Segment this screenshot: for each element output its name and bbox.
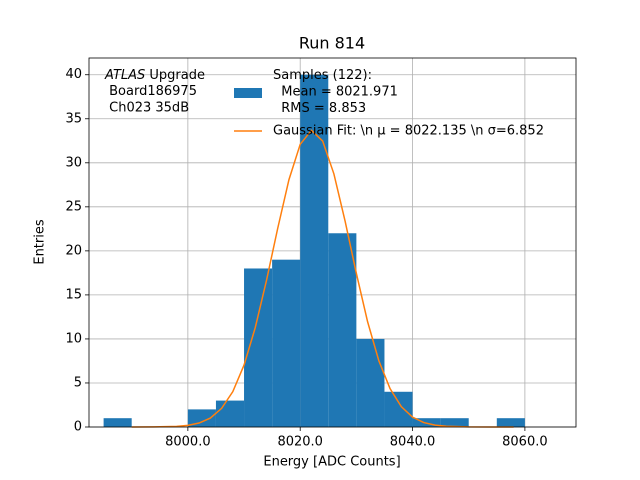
- annotation: ATLAS Upgrade: [104, 68, 205, 83]
- y-tick-label: 35: [65, 111, 82, 126]
- histogram-bar: [356, 338, 385, 427]
- y-tick-label: 30: [65, 155, 82, 170]
- x-tick-label: 8020.0: [277, 435, 323, 450]
- y-tick-label: 15: [65, 287, 82, 302]
- y-tick-label: 0: [74, 420, 82, 435]
- annotation: Ch023 35dB: [105, 101, 189, 116]
- histogram-bar: [244, 268, 273, 427]
- axes-frame: [88, 57, 577, 428]
- histogram-bar: [328, 233, 357, 427]
- y-axis-label: Entries: [33, 219, 48, 265]
- histogram-bar: [272, 259, 301, 427]
- histogram-bar: [496, 418, 525, 427]
- y-tick-label: 20: [65, 243, 82, 258]
- plot-area: [89, 58, 576, 428]
- fit-line: [131, 129, 514, 428]
- x-axis-label: Energy [ADC Counts]: [263, 455, 400, 470]
- y-tick-label: 10: [65, 331, 82, 346]
- x-tick-label: 8000.0: [165, 435, 211, 450]
- legend-label: Gaussian Fit: \n μ = 8022.135 \n σ=6.852: [273, 124, 544, 139]
- histogram-bar: [103, 418, 132, 427]
- y-tick-label: 25: [65, 199, 82, 214]
- legend-swatch: [234, 88, 262, 98]
- x-tick-label: 8060.0: [502, 435, 548, 450]
- x-tick-label: 8040.0: [390, 435, 436, 450]
- y-tick-label: 5: [74, 375, 82, 390]
- chart-title: Run 814: [299, 34, 365, 53]
- histogram-bar: [384, 391, 413, 427]
- legend-label: Samples (122): Mean = 8021.971 RMS = 8.8…: [273, 68, 398, 116]
- y-tick-label: 40: [65, 67, 82, 82]
- histogram-bar: [187, 409, 216, 427]
- histogram-bar: [215, 400, 245, 427]
- annotation: Board186975: [105, 84, 197, 99]
- histogram-bar: [440, 418, 469, 427]
